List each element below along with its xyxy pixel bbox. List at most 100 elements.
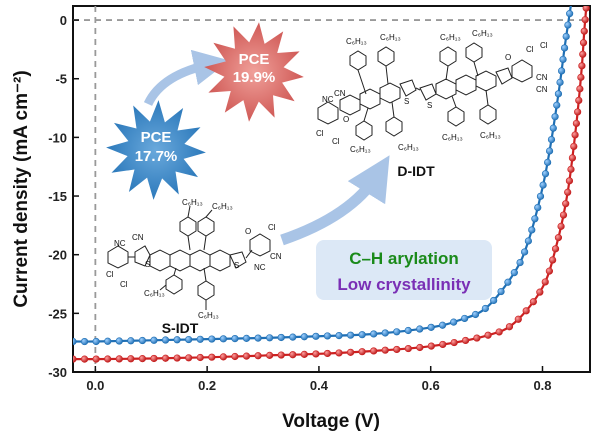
data-point: [323, 349, 332, 358]
data-point: [104, 337, 112, 345]
svg-text:Cl: Cl: [106, 270, 114, 279]
note-line-1: C–H arylation: [349, 249, 459, 268]
data-point: [505, 323, 514, 331]
data-point: [559, 55, 567, 64]
data-point: [80, 337, 89, 346]
data-point: [571, 131, 579, 139]
data-point: [266, 351, 274, 359]
data-point: [564, 21, 572, 29]
data-point: [547, 135, 556, 144]
svg-text:Cl: Cl: [540, 41, 548, 50]
x-tick-label: 0.8: [533, 378, 551, 393]
data-point: [219, 353, 227, 361]
data-point: [534, 203, 542, 212]
data-point: [570, 142, 578, 151]
data-point: [580, 27, 588, 35]
data-point: [565, 177, 574, 185]
svg-text:S: S: [404, 97, 409, 106]
data-point: [393, 328, 401, 336]
note-box: [316, 240, 492, 300]
data-point: [370, 330, 378, 338]
data-point: [562, 200, 570, 208]
data-point: [541, 278, 549, 286]
svg-text:Cl: Cl: [268, 223, 276, 232]
data-point: [461, 314, 469, 323]
data-point: [557, 222, 565, 230]
data-point: [545, 267, 553, 275]
svg-text:C₆H₁₃: C₆H₁₃: [472, 29, 493, 38]
data-point: [138, 336, 147, 345]
data-point: [381, 346, 389, 354]
y-tick-label: -15: [48, 189, 67, 204]
data-point: [554, 234, 563, 242]
data-point: [473, 334, 481, 342]
data-point: [461, 336, 470, 345]
data-point: [572, 119, 581, 128]
data-point: [416, 343, 424, 352]
svg-text:S: S: [234, 261, 239, 270]
data-point: [358, 331, 366, 339]
data-point: [73, 355, 77, 363]
data-point: [185, 335, 193, 344]
data-point: [516, 258, 524, 267]
data-point: [346, 348, 355, 356]
x-tick-label: 0.6: [422, 378, 440, 393]
pce-high-burst: [204, 22, 304, 122]
data-point: [312, 350, 320, 358]
data-point: [579, 39, 588, 47]
x-tick-label: 0.0: [86, 378, 104, 393]
data-point: [266, 334, 274, 342]
data-point: [522, 307, 530, 315]
svg-text:Cl: Cl: [316, 129, 324, 138]
svg-text:C₆H₁₃: C₆H₁₃: [198, 311, 219, 320]
d-idt-atom-labels: C₆H₁₃ C₆H₁₃ C₆H₁₃ C₆H₁₃ C₆H₁₃ C₆H₁₃ C₆H₁…: [316, 29, 548, 154]
axis-ticks: 0.0 0.2 0.4 0.6 0.8 0 -5 -10 -15 -20 -25 -30: [48, 13, 551, 393]
data-point: [524, 237, 532, 245]
svg-text:CN: CN: [536, 73, 548, 82]
svg-text:C₆H₁₃: C₆H₁₃: [440, 33, 461, 42]
data-point: [539, 181, 547, 189]
data-point: [579, 50, 587, 58]
data-point: [557, 67, 566, 75]
data-point: [567, 165, 575, 173]
data-point: [73, 337, 77, 346]
data-point: [568, 0, 575, 5]
data-point: [438, 321, 447, 329]
data-point: [161, 354, 170, 362]
data-point: [553, 101, 561, 109]
data-point: [404, 326, 412, 335]
d-idt-structure: [317, 42, 533, 141]
svg-text:C₆H₁₃: C₆H₁₃: [380, 33, 401, 42]
data-point: [335, 349, 343, 357]
data-point: [484, 331, 492, 339]
svg-text:CN: CN: [334, 89, 346, 98]
data-point: [541, 170, 550, 178]
data-point: [521, 248, 529, 256]
data-point: [481, 304, 489, 313]
data-point: [554, 90, 563, 98]
svg-text:C₆H₁₃: C₆H₁₃: [442, 133, 463, 142]
data-point: [277, 333, 285, 342]
data-point: [335, 331, 343, 340]
svg-text:CN: CN: [536, 85, 548, 94]
svg-text:C₆H₁₃: C₆H₁₃: [350, 145, 371, 154]
data-point: [196, 353, 204, 362]
svg-text:O: O: [505, 53, 511, 62]
data-point: [104, 355, 112, 363]
pce-low-burst: [106, 100, 206, 200]
data-point: [504, 278, 512, 286]
pce-high-label: PCE: [239, 51, 270, 68]
data-point: [323, 332, 332, 340]
data-point: [231, 335, 239, 343]
y-tick-label: -10: [48, 130, 67, 145]
data-point: [578, 62, 586, 70]
data-point: [577, 73, 585, 81]
data-point: [300, 333, 308, 341]
data-point: [254, 334, 262, 342]
data-point: [551, 113, 559, 121]
svg-text:S: S: [427, 101, 432, 110]
data-point: [173, 354, 181, 362]
data-point: [439, 340, 447, 349]
data-point: [551, 245, 560, 253]
data-point: [127, 355, 135, 363]
